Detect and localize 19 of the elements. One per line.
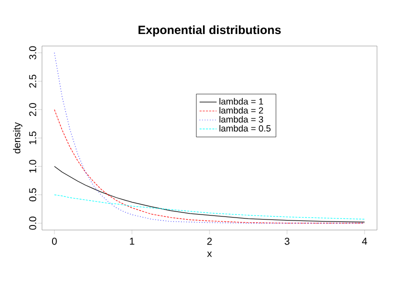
x-tick-label: 0 (52, 238, 57, 245)
y-tick-label: 1.5 (29, 131, 36, 144)
legend-label: lambda = 2 (220, 107, 264, 114)
y-tick-label: 0.0 (29, 216, 36, 230)
y-tick-label: 2.0 (29, 103, 36, 116)
x-tick-label: 4 (362, 238, 368, 245)
x-axis-title: x (207, 252, 212, 257)
y-tick-label: 3.0 (29, 46, 36, 60)
x-tick-label: 1 (130, 238, 134, 245)
chart-title: Exponential distributions (138, 25, 281, 37)
y-tick-label: 2.5 (29, 74, 36, 88)
y-tick-label: 0.5 (29, 188, 36, 202)
y-tick-label: 1.0 (29, 160, 36, 173)
x-tick-label: 2 (207, 238, 212, 245)
legend-label: lambda = 1 (220, 98, 264, 105)
legend-label: lambda = 3 (220, 116, 264, 123)
y-axis-title: density (13, 122, 22, 154)
legend-label: lambda = 0.5 (220, 124, 271, 132)
x-tick-label: 3 (284, 238, 290, 245)
